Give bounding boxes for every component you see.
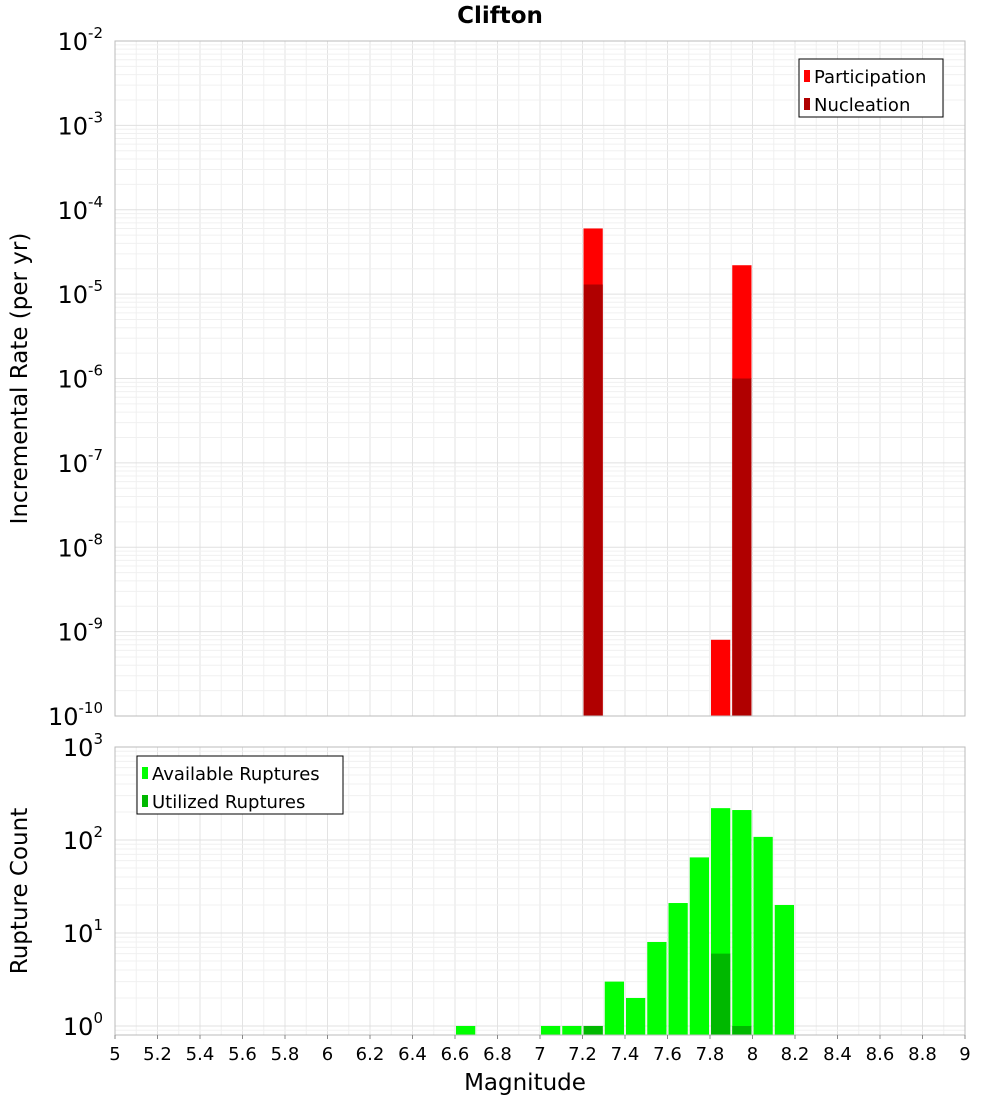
bar-nucleation [583,284,603,716]
bar-available-ruptures [626,997,646,1035]
bar-participation [711,639,731,716]
x-tick-label: 6.4 [398,1044,427,1065]
top-legend-box [798,58,944,118]
bar-available-ruptures [753,836,773,1035]
x-tick-label: 8.8 [908,1044,937,1065]
x-tick-label: 9 [959,1044,970,1065]
legend-label-participation: Participation [814,67,926,88]
legend-label-nucleation: Nucleation [814,95,910,116]
legend-swatch-utilized-ruptures [142,795,148,807]
bottom-legend-box [136,755,344,815]
bottom-plot-grid [114,746,966,1036]
x-tick-label: 8 [747,1044,758,1065]
bar-available-ruptures [562,1025,582,1035]
x-tick-label: 8.2 [781,1044,810,1065]
legend-swatch-nucleation [804,98,810,110]
top-y-tick-label: 10-10 [48,699,103,731]
x-tick-label: 6.2 [356,1044,385,1065]
top-y-tick-label: 10-4 [57,193,103,225]
bar-available-ruptures [541,1025,561,1035]
bottom-legend: Available Ruptures Utilized Ruptures [136,755,344,815]
bottom-y-tick-label: 100 [63,1009,103,1041]
x-tick-label: 7.6 [653,1044,682,1065]
x-tick-label: 6.8 [483,1044,512,1065]
bar-available-ruptures [774,904,794,1035]
legend-swatch-participation [804,70,810,82]
legend-label-utilized-ruptures: Utilized Ruptures [152,792,305,813]
top-y-tick-label: 10-8 [57,530,103,562]
x-tick-label: 8.4 [823,1044,852,1065]
bar-available-ruptures [604,981,624,1035]
bar-available-ruptures [732,810,752,1035]
bar-available-ruptures [456,1025,476,1035]
bottom-y-tick-label: 101 [63,916,103,948]
bar-available-ruptures [668,903,688,1035]
x-tick-label: 6 [322,1044,333,1065]
x-tick-label: 6.6 [441,1044,470,1065]
top-y-tick-label: 10-5 [57,277,103,309]
x-tick-label: 5.8 [271,1044,300,1065]
chart-title: Clifton [457,3,543,29]
legend-swatch-available-ruptures [142,767,148,779]
bottom-plot-bars [456,808,794,1035]
x-axis-ticks: 5 5.2 5.4 5.6 5.8 6 6.2 6.4 6.6 6.8 7 7.2 7.4 7.6 7.8 8… [109,1035,971,1065]
top-y-tick-label: 10-9 [57,615,103,647]
top-plot-bars [583,228,752,716]
bar-nucleation [732,378,752,716]
top-plot-grid [114,40,966,717]
top-plot-area [114,40,966,717]
bottom-y-axis-ticks: 100 101 102 103 [63,730,103,1041]
x-tick-label: 5 [109,1044,120,1065]
bar-available-ruptures [689,857,709,1035]
bottom-y-tick-label: 103 [63,730,103,762]
x-tick-label: 7.4 [611,1044,640,1065]
bar-available-ruptures [647,942,667,1035]
top-y-axis-ticks: 10-10 10-9 10-8 10-7 10-6 10-5 10-4 10-3 10-2 [48,24,103,731]
bar-utilized-ruptures [732,1025,752,1035]
top-y-tick-label: 10-2 [57,24,103,56]
top-y-axis-label: Incremental Rate (per yr) [7,233,33,525]
top-y-tick-label: 10-6 [57,362,103,394]
top-y-tick-label: 10-3 [57,108,103,140]
x-tick-label: 8.6 [866,1044,895,1065]
x-tick-label: 7 [534,1044,545,1065]
bar-utilized-ruptures [711,953,731,1035]
bar-utilized-ruptures [583,1025,603,1035]
top-legend: Participation Nucleation [798,58,944,118]
x-tick-label: 7.8 [696,1044,725,1065]
x-tick-label: 5.6 [228,1044,257,1065]
x-tick-label: 5.4 [186,1044,215,1065]
legend-label-available-ruptures: Available Ruptures [152,764,320,785]
bottom-y-axis-label: Rupture Count [7,808,33,974]
x-tick-label: 5.2 [143,1044,172,1065]
x-axis-label: Magnitude [464,1070,586,1096]
top-y-tick-label: 10-7 [57,446,103,478]
bottom-y-tick-label: 102 [63,823,103,855]
x-tick-label: 7.2 [568,1044,597,1065]
